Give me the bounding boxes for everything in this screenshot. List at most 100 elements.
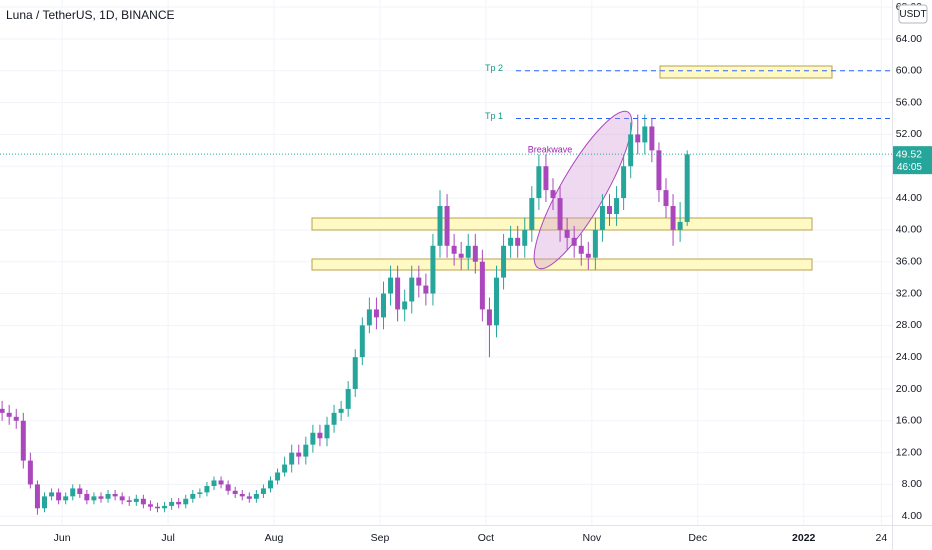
candle-body xyxy=(465,245,471,258)
candle-body xyxy=(501,245,507,278)
candle-body xyxy=(197,492,203,494)
x-tick-label: Nov xyxy=(582,532,601,544)
y-tick-label: 64.00 xyxy=(896,33,922,45)
candle-body xyxy=(529,198,535,230)
candle-body xyxy=(557,198,563,230)
candle-body xyxy=(239,493,245,497)
candle-body xyxy=(140,498,146,505)
candle-body xyxy=(345,388,351,409)
candle-body xyxy=(310,432,316,445)
target-label: Tp 1 xyxy=(485,111,503,121)
candle-body xyxy=(41,496,47,509)
candle-body xyxy=(458,253,464,258)
candle-body xyxy=(366,309,372,326)
currency-button[interactable] xyxy=(898,4,928,24)
candle-body xyxy=(606,206,612,214)
candle-body xyxy=(585,253,591,258)
candle-body xyxy=(34,484,40,509)
y-tick-label: 56.00 xyxy=(896,96,922,108)
candle-body xyxy=(522,229,528,246)
candle-body xyxy=(331,412,337,425)
candle-body xyxy=(70,488,76,497)
candle-body xyxy=(416,277,422,286)
candle-body xyxy=(670,206,676,230)
y-tick-label: 16.00 xyxy=(896,415,922,427)
zone xyxy=(311,258,813,271)
candle-body xyxy=(564,229,570,238)
candle-body xyxy=(373,309,379,318)
candle-body xyxy=(352,357,358,389)
y-tick-label: 60.00 xyxy=(896,65,922,77)
candle-body xyxy=(599,206,605,230)
y-tick-label: 8.00 xyxy=(902,478,923,490)
x-tick-label: Sep xyxy=(371,532,390,544)
candle-body xyxy=(614,198,620,214)
candle-body xyxy=(275,472,281,481)
chart-title: Luna / TetherUS, 1D, BINANCE xyxy=(6,8,175,22)
candle-body xyxy=(267,480,273,489)
y-tick-label: 40.00 xyxy=(896,224,922,236)
candle-body xyxy=(317,432,323,439)
candle-body xyxy=(105,493,111,499)
candle-body xyxy=(91,496,97,501)
candle-body xyxy=(423,285,429,294)
candle-body xyxy=(260,488,266,494)
candle-body xyxy=(486,309,492,326)
candle-body xyxy=(246,496,252,499)
candle-body xyxy=(13,416,19,421)
candle-body xyxy=(515,237,521,246)
candle-body xyxy=(77,488,83,494)
candle-body xyxy=(56,492,62,501)
candle-body xyxy=(656,150,662,191)
y-tick-label: 32.00 xyxy=(896,287,922,299)
candle-body xyxy=(684,154,690,222)
candle-body xyxy=(395,277,401,310)
x-tick-label: Jun xyxy=(54,532,71,544)
candle-body xyxy=(84,493,90,501)
candle-body xyxy=(649,126,655,151)
candle-body xyxy=(592,229,598,258)
candle-body xyxy=(493,277,499,326)
candle-body xyxy=(479,261,485,310)
candle-body xyxy=(211,480,217,487)
candle-body xyxy=(154,506,160,509)
x-tick-label: Aug xyxy=(265,532,284,544)
candle-body xyxy=(232,490,238,494)
candle-body xyxy=(253,493,259,499)
countdown-label: 46:05 xyxy=(897,162,922,173)
candle-body xyxy=(359,325,365,358)
candle-body xyxy=(126,500,132,502)
candle-body xyxy=(543,166,549,191)
candle-body xyxy=(380,293,386,318)
candle-body xyxy=(628,134,634,167)
candle-body xyxy=(550,190,556,199)
candle-body xyxy=(218,480,224,485)
candle-body xyxy=(663,190,669,207)
candle-body xyxy=(338,408,344,413)
candle-body xyxy=(578,245,584,254)
candle-body xyxy=(176,501,182,505)
x-tick-label: 2022 xyxy=(792,532,816,544)
candle-body xyxy=(536,166,542,199)
candle-body xyxy=(444,206,450,246)
candle-body xyxy=(437,206,443,246)
candle-body xyxy=(409,277,415,302)
candle-body xyxy=(98,496,104,499)
x-tick-label: Oct xyxy=(478,532,494,544)
candle-body xyxy=(451,245,457,254)
currency-label[interactable]: USDT xyxy=(899,9,926,20)
y-tick-label: 24.00 xyxy=(896,351,922,363)
candle-body xyxy=(430,245,436,294)
x-tick-label: Jul xyxy=(161,532,174,544)
candle-body xyxy=(63,496,69,501)
candle-body xyxy=(20,420,26,461)
candle-body xyxy=(183,498,189,505)
candle-body xyxy=(508,237,514,246)
candle-body xyxy=(324,424,330,439)
candle-body xyxy=(133,498,139,502)
candle-body xyxy=(112,493,118,497)
candle-body xyxy=(49,492,55,497)
y-tick-label: 44.00 xyxy=(896,192,922,204)
